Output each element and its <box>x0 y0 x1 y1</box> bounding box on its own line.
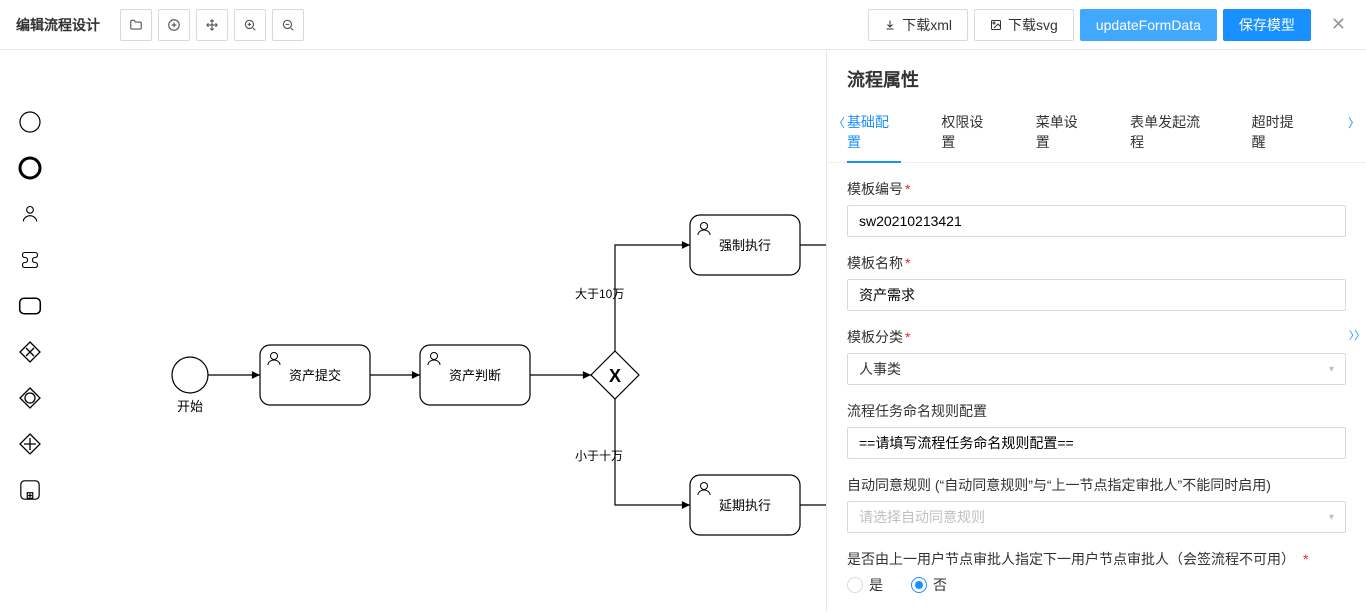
folder-button[interactable] <box>120 9 152 41</box>
toolbar-icon-group <box>120 9 304 41</box>
tab-0[interactable]: 基础配置 <box>847 102 901 162</box>
tab-4[interactable]: 超时提醒 <box>1252 102 1306 162</box>
palette-user-task-icon[interactable] <box>18 202 42 226</box>
palette <box>0 50 60 611</box>
naming-rule-input[interactable] <box>847 427 1346 459</box>
palette-start-event-icon[interactable] <box>18 110 42 134</box>
palette-parallel-gateway-icon[interactable] <box>18 432 42 456</box>
template-name-label: 模板名称* <box>847 253 1346 273</box>
svg-text:强制执行: 强制执行 <box>719 238 771 253</box>
download-xml-button[interactable]: 下载xml <box>868 9 968 41</box>
palette-task-icon[interactable] <box>18 294 42 318</box>
page-title: 编辑流程设计 <box>16 15 100 35</box>
tab-2[interactable]: 菜单设置 <box>1036 102 1090 162</box>
tab-3[interactable]: 表单发起流程 <box>1130 102 1212 162</box>
panel-title: 流程属性 <box>827 50 1366 102</box>
radio-否[interactable]: 否 <box>911 575 947 595</box>
chevron-down-icon: ▾ <box>1329 512 1334 523</box>
svg-text:延期执行: 延期执行 <box>719 498 771 513</box>
auto-approve-label: 自动同意规则 (“自动同意规则”与“上一节点指定审批人”不能同时启用) <box>847 475 1346 495</box>
palette-inclusive-gateway-icon[interactable] <box>18 386 42 410</box>
move-button[interactable] <box>196 9 228 41</box>
download-svg-button[interactable]: 下载svg <box>974 9 1074 41</box>
naming-rule-label: 流程任务命名规则配置 <box>847 401 1346 421</box>
download-xml-label: 下载xml <box>902 15 952 35</box>
download-svg-label: 下载svg <box>1008 15 1058 35</box>
palette-end-event-icon[interactable] <box>18 156 42 180</box>
auto-approve-select[interactable]: 请选择自动同意规则▾ <box>847 501 1346 533</box>
toolbar-action-group: 下载xml 下载svg updateFormData 保存模型 <box>868 9 1311 41</box>
panel-tabs: 〈 基础配置权限设置菜单设置表单发起流程超时提醒 〉 <box>827 102 1366 163</box>
template-id-input[interactable] <box>847 205 1346 237</box>
palette-script-task-icon[interactable] <box>18 248 42 272</box>
svg-text:开始: 开始 <box>177 399 203 414</box>
palette-subprocess-icon[interactable] <box>18 478 42 502</box>
tab-1[interactable]: 权限设置 <box>941 102 995 162</box>
update-form-data-button[interactable]: updateFormData <box>1080 9 1217 41</box>
save-model-button[interactable]: 保存模型 <box>1223 9 1311 41</box>
specify-next-label: 是否由上一用户节点审批人指定下一用户节点审批人（会签流程不可用）* <box>847 549 1346 569</box>
template-category-label: 模板分类* <box>847 327 1346 347</box>
specify-next-radio-group: 是否 <box>847 575 1346 595</box>
add-button[interactable] <box>158 9 190 41</box>
template-category-select[interactable]: 人事类▾ <box>847 353 1346 385</box>
svg-text:资产提交: 资产提交 <box>289 368 341 383</box>
header-toolbar: 编辑流程设计 下载xml 下载svg updateFormData 保存模型 ✕ <box>0 0 1366 50</box>
diagram-canvas[interactable]: 开始 资产提交 资产判断 强制执行延期执行 X 大于10万小于十万 <box>60 50 826 611</box>
radio-是[interactable]: 是 <box>847 575 883 595</box>
svg-text:X: X <box>609 366 621 386</box>
tab-scroll-right-icon[interactable]: 〉 <box>1348 114 1360 131</box>
panel-collapse-icon[interactable]: 〉〉 <box>1350 320 1364 350</box>
svg-text:资产判断: 资产判断 <box>449 368 501 383</box>
zoom-out-button[interactable] <box>272 9 304 41</box>
template-name-input[interactable] <box>847 279 1346 311</box>
close-icon[interactable]: ✕ <box>1327 10 1350 39</box>
template-id-label: 模板编号* <box>847 179 1346 199</box>
chevron-down-icon: ▾ <box>1329 364 1334 375</box>
zoom-in-button[interactable] <box>234 9 266 41</box>
tab-scroll-left-icon[interactable]: 〈 <box>833 114 845 131</box>
form-area: 模板编号* 模板名称* 模板分类* 人事类▾ 流程任务命名规则配置 自动同意规则… <box>827 163 1366 611</box>
svg-text:大于10万: 大于10万 <box>575 287 624 301</box>
svg-text:小于十万: 小于十万 <box>575 449 623 463</box>
palette-exclusive-gateway-icon[interactable] <box>18 340 42 364</box>
properties-panel: 流程属性 〈 基础配置权限设置菜单设置表单发起流程超时提醒 〉 模板编号* 模板… <box>826 50 1366 611</box>
